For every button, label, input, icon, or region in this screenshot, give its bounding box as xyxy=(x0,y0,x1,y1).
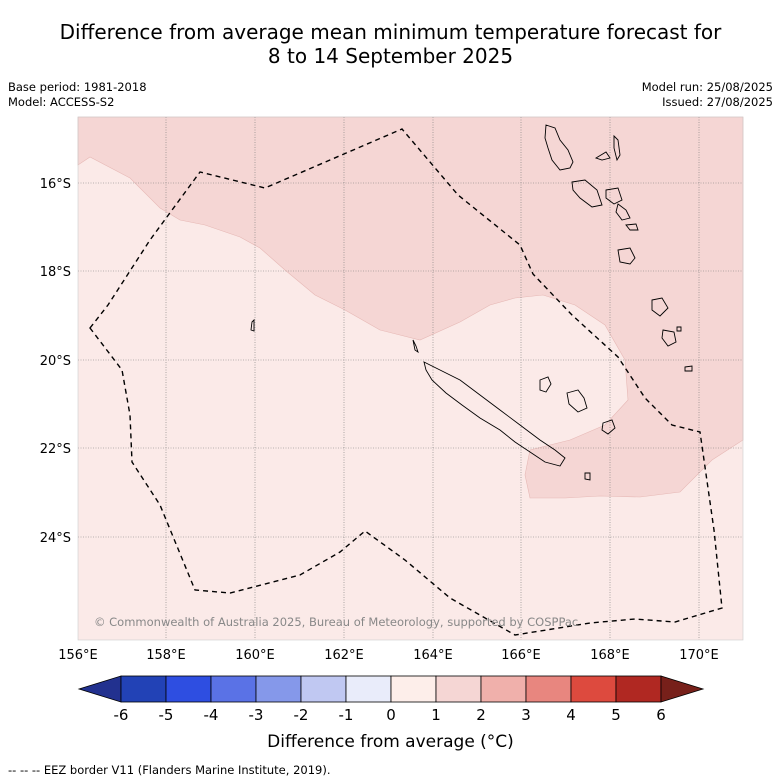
lon-label: 166°E xyxy=(501,648,541,663)
meta-left: Base period: 1981-2018 Model: ACCESS-S2 xyxy=(8,80,147,110)
model-run: Model run: 25/08/2025 xyxy=(641,80,773,94)
maewo-island xyxy=(613,134,621,162)
colorbar-tick: 6 xyxy=(656,706,666,724)
tanna-island xyxy=(661,329,677,347)
colorbar xyxy=(77,675,705,703)
aniwa-island xyxy=(676,326,682,332)
colorbar-label: Difference from average (°C) xyxy=(267,732,514,752)
lon-label: 170°E xyxy=(679,648,719,663)
lifou-island xyxy=(566,389,588,413)
colorbar-swatch xyxy=(77,675,122,703)
colorbar-swatch xyxy=(570,675,617,703)
colorbar-tick: -5 xyxy=(159,706,174,724)
lon-label: 162°E xyxy=(324,648,364,663)
walpole-island xyxy=(584,472,591,481)
colorbar-swatch xyxy=(480,675,527,703)
colorbar-tick: 3 xyxy=(521,706,531,724)
copyright-text: © Commonwealth of Australia 2025, Bureau… xyxy=(94,615,578,629)
latitude-labels: 16°S 18°S 20°S 22°S 24°S xyxy=(40,177,71,546)
model-name: Model: ACCESS-S2 xyxy=(8,95,115,109)
colorbar-swatch xyxy=(345,675,392,703)
eez-border xyxy=(89,128,723,636)
colorbar-swatch xyxy=(210,675,257,703)
colorbar-tick: 2 xyxy=(476,706,486,724)
eez-legend-footer: -- -- -- EEZ border V11 (Flanders Marine… xyxy=(8,763,331,777)
region-1-to-2 xyxy=(77,116,744,499)
lat-label: 22°S xyxy=(40,442,71,457)
title-line-2: 8 to 14 September 2025 xyxy=(267,44,514,68)
malakula-island xyxy=(571,179,603,208)
colorbar-tick: -2 xyxy=(294,706,309,724)
espiritu-santo-island xyxy=(544,124,574,171)
colorbar-swatch xyxy=(165,675,212,703)
chesterfield-islands xyxy=(250,318,255,332)
colorbar-tick: 5 xyxy=(611,706,621,724)
shepherd-islands xyxy=(625,223,639,231)
belep-islands xyxy=(412,339,419,354)
colorbar-swatch xyxy=(615,675,662,703)
colorbar-swatch xyxy=(660,675,705,703)
ambae-island xyxy=(594,151,611,161)
erromango-island xyxy=(651,297,669,317)
colorbar-tick: 4 xyxy=(566,706,576,724)
meta-right: Model run: 25/08/2025 Issued: 27/08/2025 xyxy=(642,80,773,110)
colorbar-tick: -1 xyxy=(339,706,354,724)
new-caledonia-main-island xyxy=(423,361,566,467)
lon-label: 160°E xyxy=(235,648,275,663)
lat-label: 18°S xyxy=(40,265,71,280)
colorbar-swatch xyxy=(120,675,167,703)
colorbar-tick: 0 xyxy=(386,706,396,724)
lat-label: 16°S xyxy=(40,177,71,192)
ambrym-island xyxy=(605,187,623,205)
issued-date: Issued: 27/08/2025 xyxy=(662,95,773,109)
colorbar-swatch xyxy=(435,675,482,703)
colorbar-ticks: -6 -5 -4 -3 -2 -1 0 1 2 3 4 5 6 xyxy=(114,706,666,724)
islands xyxy=(250,124,693,481)
longitude-labels: 156°E 158°E 160°E 162°E 164°E 166°E 168°… xyxy=(58,648,719,663)
colorbar-tick: 1 xyxy=(431,706,441,724)
base-period: Base period: 1981-2018 xyxy=(8,80,147,94)
efate-island xyxy=(617,247,636,265)
epi-island xyxy=(615,203,631,221)
colorbar-tick: -4 xyxy=(204,706,219,724)
ouvea-island xyxy=(539,376,552,393)
lon-label: 168°E xyxy=(590,648,630,663)
colorbar-tick: -6 xyxy=(114,706,129,724)
colorbar-swatch xyxy=(255,675,302,703)
title-line-1: Difference from average mean minimum tem… xyxy=(59,20,722,44)
lon-label: 156°E xyxy=(58,648,98,663)
lon-label: 164°E xyxy=(413,648,453,663)
lon-label: 158°E xyxy=(146,648,186,663)
lat-label: 24°S xyxy=(40,531,71,546)
mare-island xyxy=(601,419,616,435)
lat-label: 20°S xyxy=(40,354,71,369)
anatom-island xyxy=(684,365,693,372)
colorbar-tick: -3 xyxy=(249,706,264,724)
colorbar-swatch xyxy=(390,675,437,703)
map-frame xyxy=(77,116,744,641)
gridlines xyxy=(78,117,743,640)
colorbar-swatch xyxy=(300,675,347,703)
colorbar-swatch xyxy=(525,675,572,703)
